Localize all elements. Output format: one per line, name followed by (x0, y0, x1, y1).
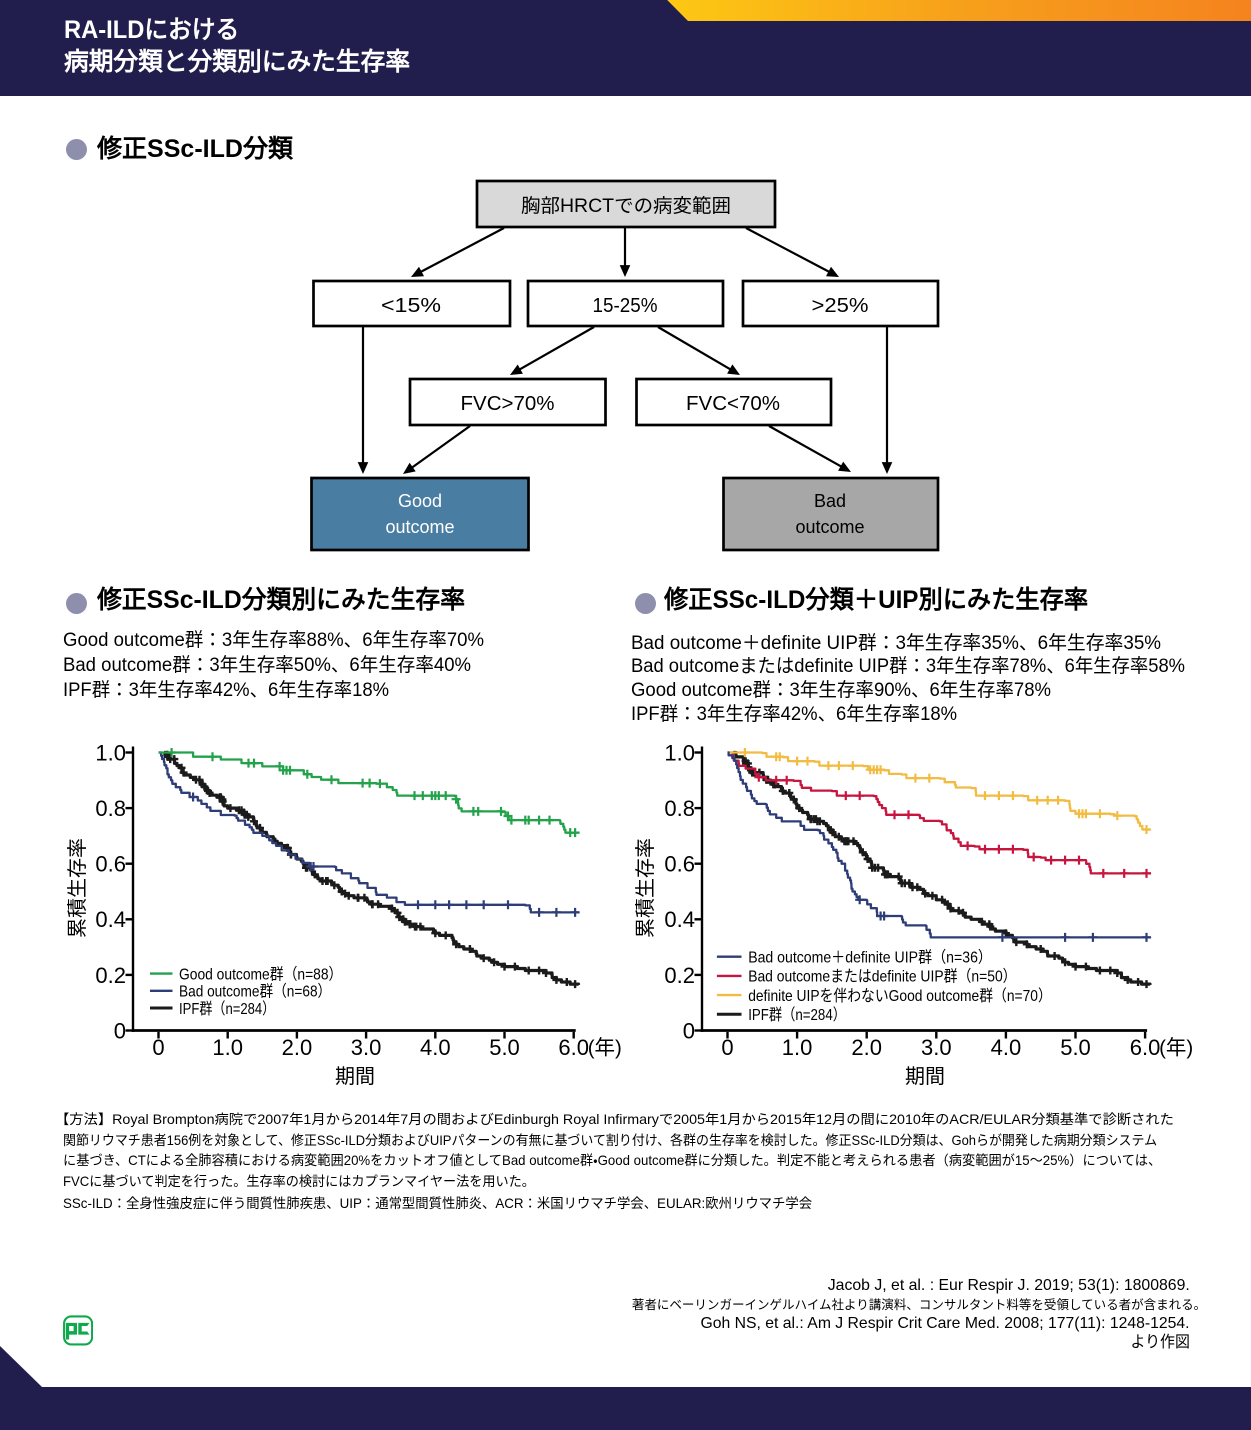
svg-text:0.6: 0.6 (664, 852, 695, 877)
svg-text:期間: 期間 (905, 1066, 945, 1088)
svg-text:Good: Good (398, 491, 442, 511)
svg-text:0: 0 (721, 1035, 733, 1060)
svg-text:Bad: Bad (814, 491, 846, 511)
svg-text:0.6: 0.6 (95, 852, 126, 877)
svg-text:<15%: <15% (381, 295, 441, 317)
svg-text:(年): (年) (1159, 1037, 1193, 1060)
svg-text:0.8: 0.8 (664, 796, 695, 821)
svg-text:期間: 期間 (335, 1066, 375, 1088)
svg-text:15-25%: 15-25% (593, 295, 658, 317)
svg-text:outcome: outcome (385, 517, 454, 537)
svg-text:0: 0 (152, 1035, 164, 1060)
svg-text:2.0: 2.0 (851, 1035, 882, 1060)
svg-text:>25%: >25% (812, 295, 869, 317)
svg-text:definite UIPを伴わないGood outcome群: definite UIPを伴わないGood outcome群（n=70） (748, 987, 1052, 1005)
svg-text:1.0: 1.0 (664, 740, 695, 765)
svg-text:FVC>70%: FVC>70% (461, 393, 555, 415)
svg-text:4.0: 4.0 (991, 1035, 1022, 1060)
svg-text:6.0: 6.0 (558, 1035, 589, 1060)
svg-text:0: 0 (114, 1018, 126, 1043)
svg-text:outcome: outcome (795, 517, 864, 537)
svg-text:累積生存率: 累積生存率 (66, 838, 89, 938)
svg-text:0.2: 0.2 (664, 963, 695, 988)
svg-text:IPF群（n=284）: IPF群（n=284） (748, 1006, 846, 1024)
svg-text:3.0: 3.0 (351, 1035, 382, 1060)
svg-text:1.0: 1.0 (95, 740, 126, 765)
svg-text:0.2: 0.2 (95, 963, 126, 988)
svg-text:累積生存率: 累積生存率 (634, 838, 657, 938)
svg-text:3.0: 3.0 (921, 1035, 952, 1060)
svg-text:4.0: 4.0 (420, 1035, 451, 1060)
svg-text:胸部HRCTでの病変範囲: 胸部HRCTでの病変範囲 (521, 195, 731, 217)
svg-text:1.0: 1.0 (212, 1035, 243, 1060)
svg-text:2.0: 2.0 (282, 1035, 313, 1060)
svg-text:0: 0 (683, 1018, 695, 1043)
svg-text:0.8: 0.8 (95, 796, 126, 821)
svg-text:6.0: 6.0 (1130, 1035, 1161, 1060)
svg-text:(年): (年) (588, 1037, 622, 1060)
svg-text:FVC<70%: FVC<70% (686, 393, 780, 415)
svg-text:Bad outcomeまたはdefinite UIP群（n=: Bad outcomeまたはdefinite UIP群（n=50） (748, 968, 1016, 986)
svg-text:IPF群（n=284）: IPF群（n=284） (179, 1000, 275, 1018)
svg-text:0.4: 0.4 (664, 907, 695, 932)
svg-text:Bad outcome群（n=68）: Bad outcome群（n=68） (179, 983, 331, 1001)
svg-text:5.0: 5.0 (1060, 1035, 1091, 1060)
svg-text:5.0: 5.0 (489, 1035, 520, 1060)
svg-text:Bad outcome＋definite UIP群（n=36: Bad outcome＋definite UIP群（n=36） (748, 949, 992, 967)
svg-text:Good outcome群（n=88）: Good outcome群（n=88） (179, 965, 342, 983)
svg-text:0.4: 0.4 (95, 907, 126, 932)
svg-text:1.0: 1.0 (782, 1035, 813, 1060)
